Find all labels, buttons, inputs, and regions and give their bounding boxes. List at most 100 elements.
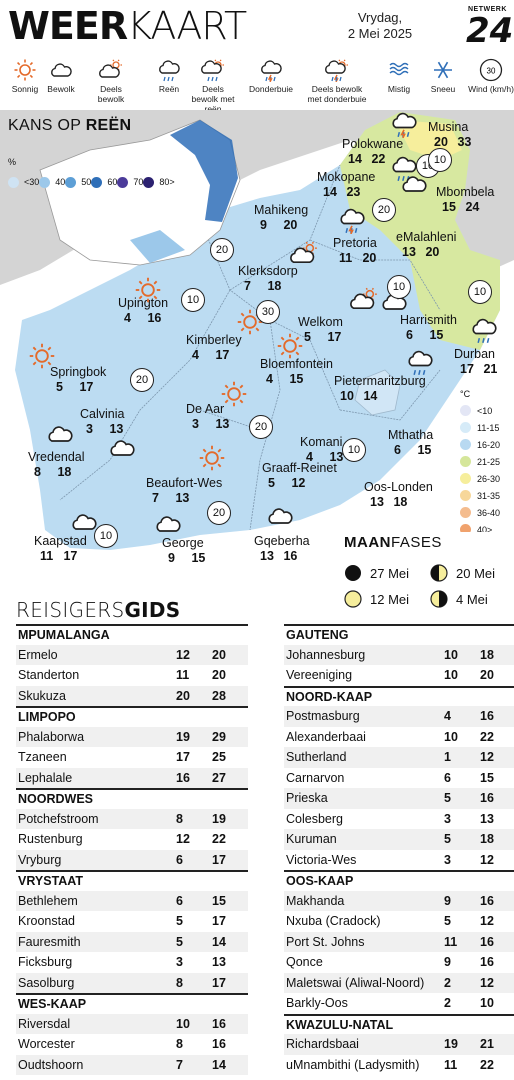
min-temp: 8 <box>176 811 183 826</box>
max-temp: 16 <box>283 549 298 563</box>
max-temp: 16 <box>212 1037 226 1052</box>
min-temp: 17 <box>176 750 190 765</box>
min-temp: 4 <box>266 372 273 386</box>
travel-row: Johannesburg 10 18 <box>284 644 514 665</box>
town-name: Phalaborwa <box>18 729 85 744</box>
rain-level: 50 <box>65 172 91 192</box>
town-name: Kroonstad <box>18 914 75 929</box>
min-temp: 6 <box>406 328 413 342</box>
min-temp: 3 <box>176 955 183 970</box>
min-temp: 6 <box>176 893 183 908</box>
city-temps: 4 15 <box>266 372 309 386</box>
min-temp: 10 <box>444 668 458 683</box>
snow-icon <box>434 61 452 79</box>
max-temp: 13 <box>329 450 344 464</box>
city-temps: 5 17 <box>304 330 347 344</box>
max-temp: 13 <box>175 491 190 505</box>
city-temps: 20 33 <box>434 135 477 149</box>
temp-level: 16-20 <box>460 436 500 453</box>
min-temp: 11 <box>444 1057 458 1072</box>
max-temp: 14 <box>212 934 226 949</box>
travel-row: Rustenburg 12 22 <box>16 829 248 850</box>
min-temp: 5 <box>444 791 451 806</box>
max-temp: 13 <box>109 422 124 436</box>
city-temps: 3 13 <box>192 417 235 431</box>
min-temp: 8 <box>176 975 183 990</box>
rain-inset-shape <box>39 119 241 266</box>
min-temp: 19 <box>444 1037 458 1052</box>
travel-row: Postmasburg 4 16 <box>284 706 514 727</box>
town-name: Potchefstroom <box>18 811 99 826</box>
city-name: De Aar <box>186 402 225 416</box>
travel-guide-right-column: GAUTENG Johannesburg 10 18 Vereeniging 10 20 NO… <box>284 624 514 1075</box>
town-name: Victoria-Wes <box>286 852 357 867</box>
travel-row: Fauresmith 5 14 <box>16 931 248 952</box>
page-title: WEERKAART <box>8 4 247 48</box>
city-name: Klerksdorp <box>238 264 298 278</box>
max-temp: 16 <box>480 709 494 724</box>
moon-title: MAANFASES <box>344 534 442 551</box>
rain-icon <box>472 318 497 344</box>
min-temp: 6 <box>394 443 401 457</box>
min-temp: 10 <box>444 729 458 744</box>
city-temps: 7 13 <box>152 491 195 505</box>
travel-row: Qonce 9 16 <box>284 952 514 973</box>
min-temp: 4 <box>306 450 313 464</box>
legend-item-partly-cloudy: Deels bewolk <box>86 58 136 104</box>
town-name: Skukuza <box>18 688 66 703</box>
town-name: Nxuba (Cradock) <box>286 914 381 929</box>
legend-item-mist: Mistig <box>374 58 424 94</box>
max-temp: 15 <box>212 893 226 908</box>
max-temp: 12 <box>291 476 306 490</box>
temp-level: 21-25 <box>460 453 500 470</box>
min-temp: 6 <box>176 852 183 867</box>
travel-row: Kroonstad 5 17 <box>16 911 248 932</box>
header: WEERKAART Vrydag, 2 Mei 2025 NETWERK 24 <box>0 0 514 56</box>
min-temp: 2 <box>444 975 451 990</box>
min-temp: 5 <box>56 380 63 394</box>
min-temp: 11 <box>176 668 190 683</box>
min-temp: 20 <box>176 688 190 703</box>
town-name: Colesberg <box>286 811 343 826</box>
moon-icon <box>345 565 361 581</box>
travel-row: Tzaneen 17 25 <box>16 747 248 768</box>
city-name: Musina <box>428 120 469 134</box>
city-name: Harrismith <box>400 313 457 327</box>
temp-level: 36-40 <box>460 504 500 521</box>
travel-row: Bethlehem 6 15 <box>16 890 248 911</box>
thunderstorm-icon <box>392 112 417 138</box>
svg-text:30: 30 <box>487 67 496 76</box>
rain-level: 80> <box>143 172 175 192</box>
temp-level: <10 <box>460 402 500 419</box>
min-temp: 20 <box>434 135 448 149</box>
region-header: WES-KAAP <box>16 993 248 1014</box>
city-temps: 3 13 <box>86 422 129 436</box>
temp-level: 26-30 <box>460 470 500 487</box>
max-temp: 18 <box>480 647 494 662</box>
town-name: Worcester <box>18 1037 75 1052</box>
rain-legend: % <30 40 50 60 70 80> <box>8 152 175 192</box>
max-temp: 19 <box>212 811 226 826</box>
min-temp: 14 <box>323 185 337 199</box>
city-temps: 15 24 <box>442 200 485 214</box>
max-temp: 18 <box>480 832 494 847</box>
min-temp: 8 <box>176 1037 183 1052</box>
max-temp: 20 <box>283 218 298 232</box>
max-temp: 15 <box>289 372 304 386</box>
legend-label: Sonnig <box>11 84 39 94</box>
max-temp: 17 <box>212 914 226 929</box>
moon-icon <box>430 564 448 582</box>
max-temp: 22 <box>212 832 226 847</box>
region-header: NOORDWES <box>16 788 248 809</box>
travel-row: Worcester 8 16 <box>16 1034 248 1055</box>
travel-row: Vereeniging 10 20 <box>284 665 514 686</box>
moon-phase-full: 12 Mei <box>344 590 409 608</box>
partly-cloudy-rain-icon <box>201 59 224 82</box>
city-name: eMalahleni <box>396 230 457 244</box>
min-temp: 9 <box>444 955 451 970</box>
city-temps: 14 23 <box>323 185 366 199</box>
max-temp: 16 <box>212 1016 226 1031</box>
travel-row: Victoria-Wes 3 12 <box>284 850 514 871</box>
min-temp: 13 <box>260 549 274 563</box>
town-name: Postmasburg <box>286 709 360 724</box>
